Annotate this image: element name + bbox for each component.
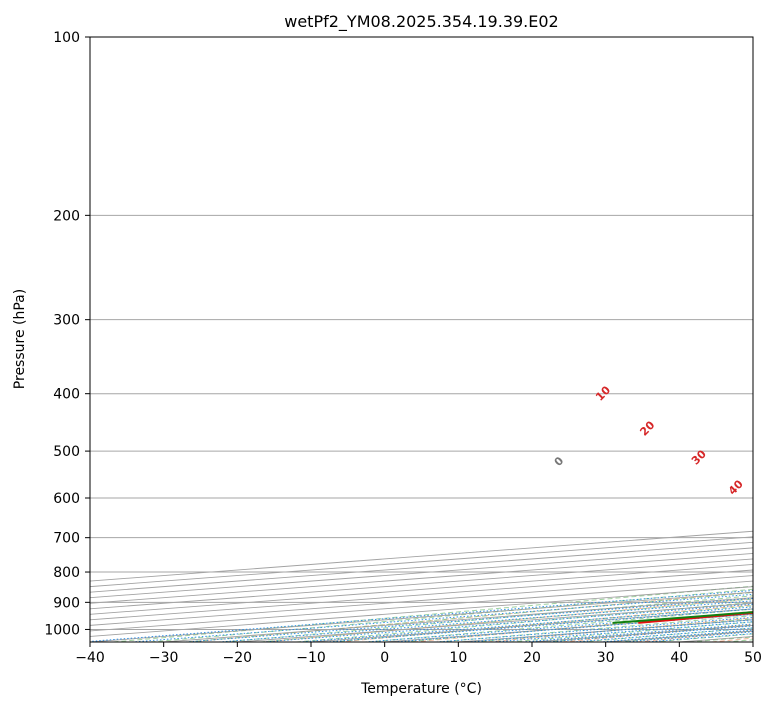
x-tick-label: 30 — [597, 650, 615, 666]
isotherm-line — [90, 530, 753, 582]
y-tick-label: 300 — [53, 313, 80, 329]
x-axis: −40 −30 −20 −10 0 10 20 30 40 50 — [75, 642, 762, 666]
theta-w-label: 40 — [726, 477, 746, 497]
dry-adiabat — [263, 597, 753, 642]
moist-adiabat — [113, 585, 753, 642]
x-tick-label: −30 — [149, 650, 179, 666]
y-tick-label: 500 — [53, 444, 80, 460]
x-tick-label: −10 — [296, 650, 326, 666]
moist-adiabat — [403, 611, 753, 642]
y-axis: 1000 900 800 700 600 500 400 300 200 100 — [44, 30, 90, 638]
isotherm-line — [752, 641, 753, 642]
mixing-ratio-line — [218, 600, 753, 642]
moist-adiabat — [150, 588, 753, 642]
theta-w-label: 20 — [637, 418, 657, 438]
dry-adiabat — [562, 623, 753, 642]
mixing-ratio-line — [90, 589, 753, 642]
y-tick-label: 800 — [53, 565, 80, 581]
x-tick-label: 10 — [449, 650, 467, 666]
y-tick-label: 700 — [53, 531, 80, 547]
moist-adiabat — [187, 591, 753, 642]
x-tick-label: 40 — [670, 650, 688, 666]
mixing-ratio-line — [326, 608, 753, 642]
theta-w-label: 10 — [593, 383, 613, 403]
isotherm-line — [90, 541, 753, 593]
y-tick-label: 600 — [53, 491, 80, 507]
isotherm-line — [90, 586, 753, 637]
isotherm-line — [384, 613, 753, 642]
isotherm-line — [90, 591, 753, 642]
x-axis-label: Temperature (°C) — [360, 681, 482, 697]
moist-adiabat — [260, 598, 753, 642]
dry-adiabat — [412, 610, 753, 642]
y-tick-label: 200 — [53, 208, 80, 224]
y-tick-label: 1000 — [44, 622, 80, 638]
isotherm-line — [90, 558, 753, 610]
mixing-ratio-line — [262, 603, 753, 642]
isotherm-line — [90, 536, 753, 588]
x-tick-label: −40 — [75, 650, 105, 666]
moist-adiabat — [223, 595, 753, 642]
dewpoint-profile-line — [612, 611, 753, 624]
isotherm-line — [531, 624, 753, 642]
plot-frame — [89, 36, 754, 643]
isotherm-line — [90, 564, 753, 615]
mixing-ratio-line — [365, 611, 753, 642]
moist-adiabat — [509, 621, 753, 642]
isotherm-line — [90, 580, 753, 632]
isotherm-line — [90, 575, 753, 626]
mixing-ratio-line — [131, 593, 753, 642]
isotherm-line — [90, 552, 753, 604]
moist-adiabat — [616, 630, 753, 642]
x-tick-label: 50 — [744, 650, 762, 666]
chart-title: wetPf2_YM08.2025.354.19.39.E02 — [284, 12, 558, 32]
theta-w-label: 30 — [689, 447, 709, 467]
y-tick-label: 900 — [53, 595, 80, 611]
moist-adiabat — [544, 624, 753, 642]
moist-adiabat — [580, 627, 753, 642]
dry-adiabat — [711, 637, 753, 642]
sounding-series — [612, 611, 753, 624]
mixing-ratio-line — [645, 633, 753, 642]
x-tick-label: 20 — [523, 650, 541, 666]
isotherm-line — [237, 602, 753, 642]
plot-area — [90, 37, 775, 642]
moist-adiabat — [762, 37, 775, 642]
y-tick-label: 100 — [53, 30, 80, 46]
isotherm-line — [679, 636, 753, 642]
theta-w-label: 0 — [552, 454, 567, 469]
isotherm-line — [458, 619, 753, 642]
y-axis-label: Pressure (hPa) — [12, 289, 28, 389]
mixing-ratio-line — [436, 616, 753, 642]
moist-adiabat — [725, 639, 753, 642]
isotherm-line — [90, 547, 753, 599]
mixing-ratio-line — [299, 606, 753, 642]
isotherm-line — [163, 597, 753, 642]
y-tick-label: 400 — [53, 387, 80, 403]
isotherm-line — [90, 569, 753, 621]
line-labels: 0.10.20.40.611.52346810131620253036-100-… — [552, 383, 746, 497]
x-tick-label: 0 — [380, 650, 389, 666]
x-tick-label: −20 — [223, 650, 253, 666]
moist-adiabat — [473, 618, 753, 642]
